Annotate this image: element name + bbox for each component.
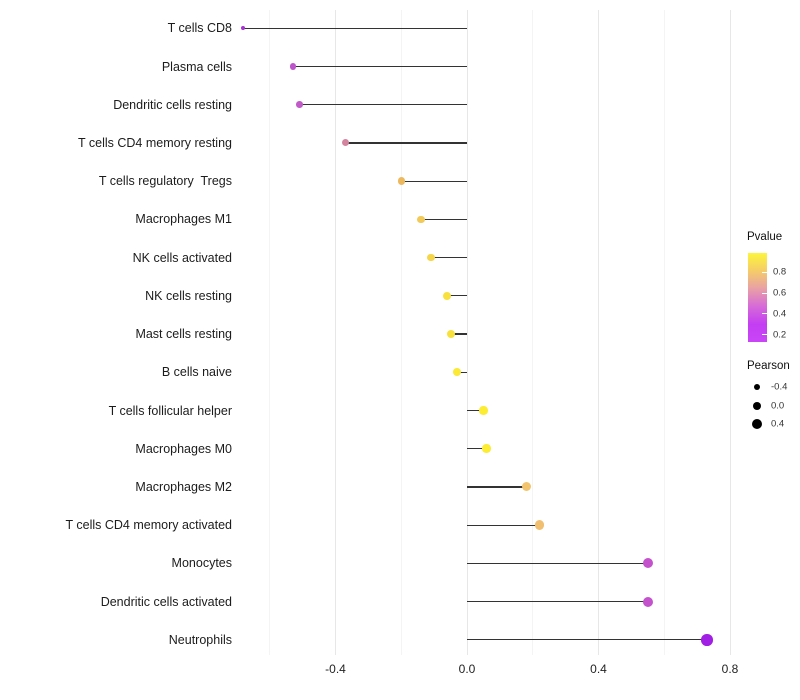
x-tick-label: 0.0 [458,662,476,676]
category-label: Macrophages M1 [135,212,232,227]
category-label: T cells regulatory Tregs [98,173,232,188]
lollipop-dot [427,253,435,262]
major-gridline [729,10,731,655]
colorbar-tick-label: 0.2 [773,329,787,341]
minor-gridline [269,10,271,655]
lollipop-stem [345,142,467,144]
category-label: Macrophages M2 [135,479,232,494]
colorbar-tick-mark [762,271,767,273]
minor-gridline [663,10,665,655]
colorbar-tick-label: 0.6 [773,287,787,299]
pearson-size-label: 0.4 [771,418,785,430]
lollipop-dot [296,101,303,108]
category-label: Neutrophils [168,632,232,647]
pearson-size-dot [752,419,762,429]
category-label: Dendritic cells resting [113,97,232,112]
minor-gridline [532,10,534,655]
lollipop-dot [289,63,296,70]
category-label: Macrophages M0 [135,441,232,456]
lollipop-stem [450,333,467,335]
pearson-size-dot [752,401,762,411]
lollipop-dot [534,520,545,530]
category-label: NK cells activated [132,250,232,265]
pvalue-colorbar [748,253,767,342]
colorbar-tick-mark [762,292,767,294]
lollipop-dot [241,26,246,31]
category-label: T cells follicular helper [108,403,232,418]
category-label: T cells CD4 memory activated [65,517,233,532]
lollipop-stem [447,295,467,297]
category-label: Dendritic cells activated [100,594,232,609]
lollipop-stem [401,180,467,182]
lollipop-stem [467,409,484,412]
lollipop-dot [341,139,349,147]
lollipop-dot [479,406,488,415]
pvalue-legend-title: Pvalue [747,231,783,243]
category-label: T cells CD8 [167,21,232,36]
category-label: NK cells resting [145,288,232,303]
lollipop-dot [642,558,653,569]
pearson-size-label: 0.0 [771,400,785,412]
major-gridline [598,10,599,655]
lollipop-stem [430,256,467,259]
lollipop-dot [453,368,462,377]
category-label: Mast cells resting [135,326,232,341]
lollipop-stem [299,104,467,106]
category-label: B cells naive [161,365,232,380]
lollipop-stem [457,371,467,373]
colorbar-tick-mark [762,334,767,336]
lollipop-dot [482,444,491,453]
category-label: Monocytes [171,556,232,571]
lollipop-stem [292,65,467,68]
lollipop-dot [701,634,713,646]
major-gridline [335,10,336,655]
lollipop-dot [642,596,653,607]
lollipop-stem [467,448,487,450]
minor-gridline [400,10,402,655]
pearson-size-dot [753,383,761,391]
lollipop-stem [467,524,540,526]
pearson-legend-title: Pearson [747,360,790,372]
lollipop-stem [467,639,707,641]
lollipop-stem [467,562,648,565]
x-tick-label: -0.4 [325,662,346,676]
lollipop-dot [417,215,425,224]
lollipop-dot [521,482,531,492]
colorbar-tick-label: 0.8 [773,266,787,278]
lollipop-stem [243,27,467,29]
lollipop-dot [397,177,405,185]
lollipop-stem [467,600,648,603]
x-tick-label: 0.4 [590,662,607,676]
lollipop-stem [420,218,467,221]
category-label: Plasma cells [161,59,232,74]
pearson-size-label: -0.4 [771,381,788,393]
colorbar-tick-mark [762,313,767,315]
lollipop-stem [467,486,527,488]
category-label: T cells CD4 memory resting [78,135,232,150]
major-gridline [466,10,468,655]
lollipop-dot [446,330,455,339]
x-tick-label: 0.8 [721,662,739,676]
lollipop-dot [443,291,452,300]
colorbar-tick-label: 0.4 [773,308,787,320]
